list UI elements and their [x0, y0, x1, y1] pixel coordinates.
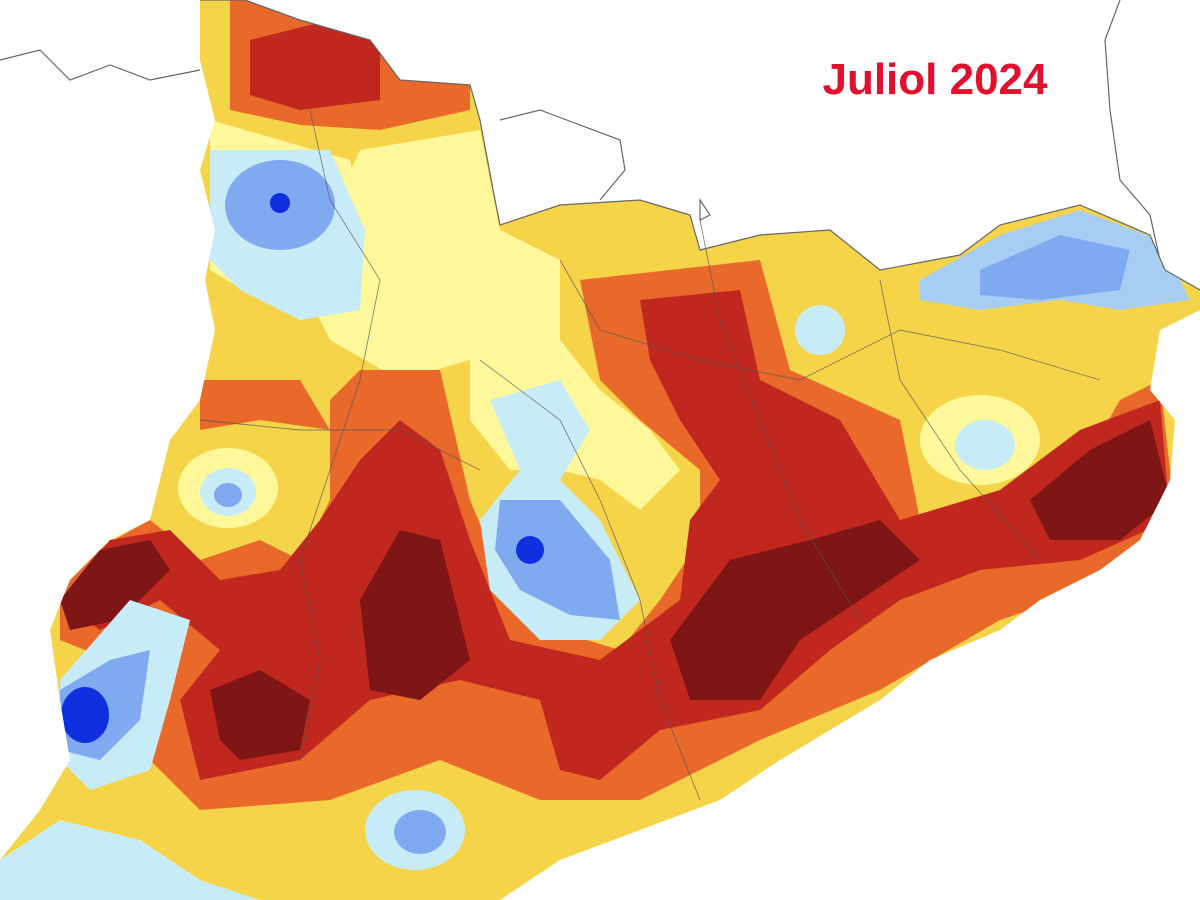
- zone-light-yellow: [300, 130, 560, 380]
- zone-blue: [214, 483, 242, 507]
- country-border: [200, 0, 1200, 291]
- outer-borders: [0, 0, 1161, 261]
- zone-blue: [980, 235, 1130, 300]
- region-borders: [199, 109, 1101, 801]
- zone-red: [60, 290, 1170, 780]
- zone-dark-red: [60, 540, 170, 630]
- zone-deep-blue: [270, 193, 290, 213]
- zone-light-blue: [795, 305, 845, 355]
- zone-light-blue: [0, 820, 260, 900]
- zone-deep-blue: [61, 687, 109, 743]
- zone-dark-red: [670, 520, 920, 700]
- zone-orange: [200, 380, 330, 430]
- zone-dark-red: [1030, 420, 1170, 540]
- zone-light-blue: [955, 420, 1015, 470]
- zone-blue: [495, 500, 620, 620]
- zone-dark-red: [360, 530, 470, 700]
- zone-dark-red: [210, 670, 310, 760]
- zone-blue: [394, 810, 446, 854]
- zone-deep-blue: [516, 536, 544, 564]
- map-title: Juliol 2024: [822, 55, 1048, 104]
- zone-red: [250, 20, 380, 110]
